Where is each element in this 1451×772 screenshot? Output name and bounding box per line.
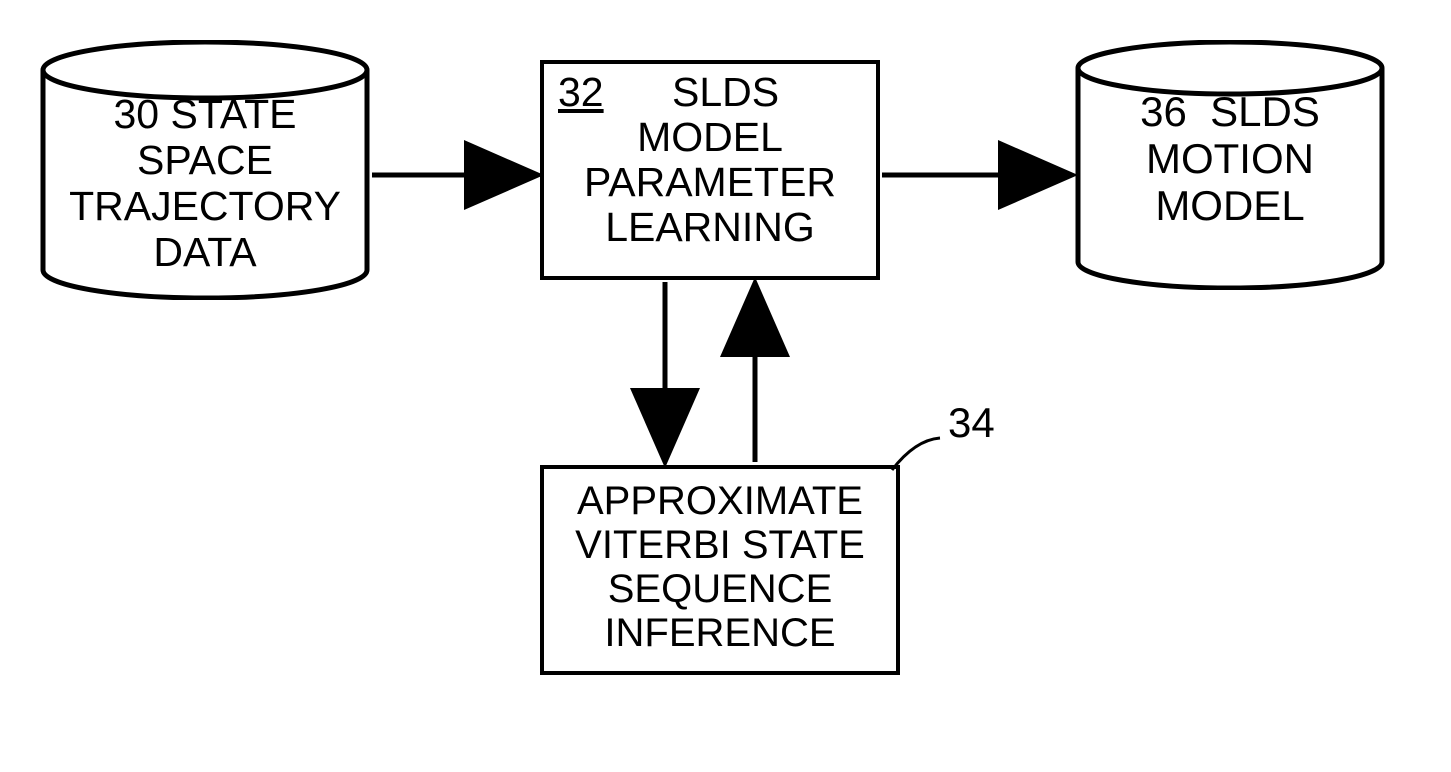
db-state-space-trajectory: 30 STATE SPACE TRAJECTORY DATA bbox=[40, 40, 370, 300]
db-right-line0: 36 SLDS bbox=[1140, 88, 1320, 135]
box-mid-top-ref: 32 bbox=[558, 69, 604, 115]
db-right-line2: MODEL bbox=[1155, 182, 1304, 229]
box-mid-top-line3: LEARNING bbox=[605, 205, 815, 250]
box-mid-top-line1: MODEL bbox=[637, 115, 783, 160]
db-slds-motion-model: 36 SLDS MOTION MODEL bbox=[1075, 40, 1385, 290]
db-left-line1: SPACE bbox=[137, 137, 273, 183]
db-left-ref: 30 bbox=[113, 91, 159, 137]
ref-label-34: 34 bbox=[948, 400, 995, 446]
box-mid-bot-line1: VITERBI STATE bbox=[575, 523, 865, 567]
box-mid-bot-line0: APPROXIMATE bbox=[577, 479, 863, 523]
db-left-line0: 30 STATE bbox=[113, 91, 296, 137]
box-mid-top-line2: PARAMETER bbox=[584, 160, 836, 205]
box-mid-top-header: 32 SLDS bbox=[544, 70, 876, 115]
box-mid-bot-line3: INFERENCE bbox=[604, 611, 835, 655]
db-right-line1: MOTION bbox=[1146, 135, 1314, 182]
box-approximate-viterbi: APPROXIMATE VITERBI STATE SEQUENCE INFER… bbox=[540, 465, 900, 675]
db-left-line2: TRAJECTORY bbox=[69, 183, 341, 229]
db-left-line3: DATA bbox=[153, 229, 256, 275]
box-slds-model-parameter-learning: 32 SLDS MODEL PARAMETER LEARNING bbox=[540, 60, 880, 280]
box-mid-bot-line2: SEQUENCE bbox=[608, 567, 833, 611]
db-right-ref: 36 bbox=[1140, 88, 1187, 135]
